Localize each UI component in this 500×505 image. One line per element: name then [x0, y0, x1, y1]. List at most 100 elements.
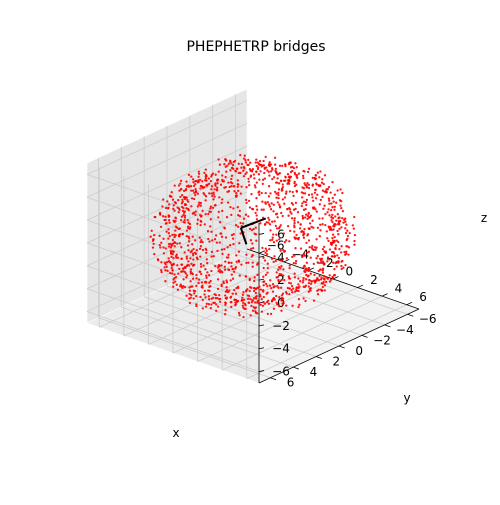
scatter-point	[235, 192, 238, 195]
scatter-point	[281, 188, 284, 192]
scatter-point	[340, 267, 343, 271]
scatter-point	[249, 175, 252, 178]
scatter-point	[251, 242, 254, 245]
scatter-point	[170, 266, 173, 270]
scatter-point	[181, 198, 184, 202]
scatter-point	[198, 247, 202, 251]
scatter-point	[281, 198, 285, 201]
scatter-point	[297, 283, 300, 286]
scatter-point	[336, 213, 339, 216]
scatter-point	[180, 246, 183, 249]
scatter-point	[195, 284, 198, 288]
scatter-point	[320, 181, 324, 184]
scatter-point	[167, 228, 170, 231]
scatter-point	[293, 254, 296, 257]
scatter-point	[267, 170, 270, 173]
scatter-point	[312, 299, 316, 302]
scatter-point	[253, 276, 256, 279]
scatter-point	[275, 181, 278, 184]
scatter-point	[190, 294, 193, 297]
scatter-point	[211, 239, 214, 242]
scatter-point	[162, 215, 165, 218]
y-tick-label: 6	[287, 376, 295, 390]
scatter-point	[335, 201, 338, 204]
bridge-segment	[239, 227, 248, 245]
scatter-point	[304, 200, 308, 204]
scatter-point	[216, 296, 219, 300]
scatter-point	[267, 164, 271, 167]
scatter-point	[258, 285, 261, 288]
scatter-point	[251, 261, 254, 264]
scatter-point	[281, 186, 285, 189]
scatter-point	[224, 301, 227, 304]
scatter-point	[327, 185, 331, 189]
scatter-point	[293, 236, 296, 239]
scatter-point	[300, 254, 303, 257]
scatter-point	[232, 270, 236, 273]
scatter-point	[302, 277, 305, 280]
scatter-point	[164, 206, 168, 210]
scatter-point	[307, 186, 311, 190]
scatter-point	[203, 289, 207, 293]
scatter-point	[280, 309, 283, 312]
scatter-point	[276, 285, 279, 288]
scatter-point	[210, 269, 213, 273]
scatter-point	[275, 233, 278, 236]
y-grid-line	[189, 275, 362, 336]
scatter-point	[182, 285, 185, 288]
scatter-point	[247, 177, 250, 180]
scatter-point	[320, 282, 323, 285]
scatter-point	[254, 287, 258, 291]
scatter-point	[183, 216, 187, 219]
scatter-point	[195, 256, 199, 259]
scatter-point	[244, 161, 248, 164]
scatter-point	[275, 239, 278, 242]
scatter-point	[167, 232, 171, 235]
scatter-point	[178, 242, 181, 245]
scatter-point	[336, 254, 339, 257]
y-tick-label: −6	[419, 312, 437, 326]
scatter-point	[305, 273, 308, 277]
scatter-point	[188, 222, 192, 226]
scatter-point	[252, 297, 256, 300]
scatter-point	[218, 300, 222, 304]
scatter-point	[211, 206, 215, 209]
scatter-point	[276, 177, 279, 180]
scatter-point	[249, 239, 253, 242]
scatter-point	[277, 191, 280, 195]
scatter-point	[313, 191, 317, 194]
z-grid-line	[86, 219, 260, 281]
scatter-point	[204, 177, 208, 180]
scatter-point	[170, 191, 173, 194]
scatter-point	[281, 183, 284, 186]
scatter-point	[269, 239, 272, 242]
scatter-point	[179, 285, 182, 288]
scatter-point	[317, 269, 320, 273]
scatter-point	[299, 280, 302, 283]
scatter-point	[253, 184, 257, 187]
scatter-point	[334, 246, 337, 250]
scatter-point	[262, 275, 265, 278]
scatter-point	[197, 172, 201, 175]
scatter-point	[277, 278, 280, 282]
scatter-point	[310, 193, 314, 196]
scatter-point	[345, 223, 348, 226]
scatter-point	[168, 271, 172, 275]
scatter-point	[279, 259, 282, 262]
y-tick	[293, 366, 300, 370]
scatter-point	[184, 203, 187, 206]
scatter-point	[327, 208, 330, 211]
scatter-point	[253, 301, 257, 304]
scatter-point	[237, 311, 241, 315]
scatter-point	[181, 286, 184, 290]
scatter-point	[170, 264, 174, 267]
scatter-point	[265, 249, 268, 252]
scatter-point	[204, 247, 207, 251]
scatter-point	[341, 216, 344, 220]
scatter-point	[258, 193, 261, 196]
scatter-point	[321, 247, 325, 251]
scatter-point	[219, 183, 223, 186]
scatter-point	[192, 181, 195, 184]
scatter-point	[316, 261, 319, 264]
scatter-point	[340, 226, 343, 229]
